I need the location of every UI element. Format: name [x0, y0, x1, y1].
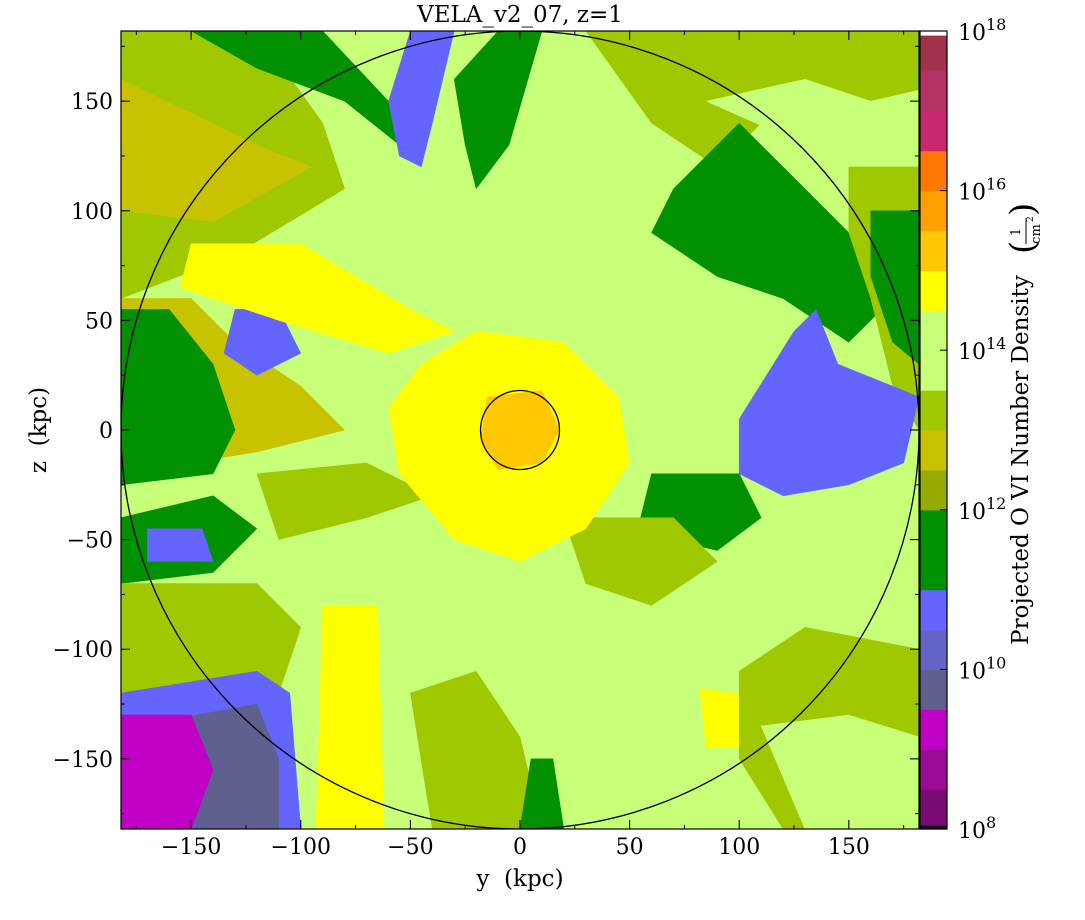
colorbar-tick-label: 1010: [958, 653, 1006, 684]
y-axis-label: z (kpc): [26, 387, 52, 473]
colorbar-band-4: [920, 669, 947, 710]
density-region-21: [121, 714, 214, 829]
colorbar: [920, 31, 947, 830]
chart-title: VELA_v2_07, z=1: [416, 2, 623, 28]
density-region-14: [121, 309, 236, 486]
colorbar-frame: [919, 30, 948, 830]
colorbar-band-7: [920, 549, 947, 591]
y-tick-label: 0: [99, 419, 113, 444]
colorbar-band-16: [920, 190, 947, 232]
density-region-7: [705, 78, 919, 190]
density-region-27: [563, 517, 718, 606]
y-tick-label: 100: [71, 200, 113, 225]
colorbar-band-14: [920, 270, 947, 311]
colorbar-band-12: [920, 350, 947, 391]
colorbar-tick-label: 1018: [958, 15, 1006, 46]
density-region-22: [315, 605, 385, 829]
colorbar-tick-label: 1016: [958, 175, 1006, 206]
density-region-5: [453, 31, 543, 190]
colorbar-band-19: [920, 70, 947, 112]
colorbar-band-21: [920, 31, 947, 36]
x-tick-label: 150: [828, 835, 870, 860]
heatmap-regions: [121, 31, 919, 829]
colorbar-band-0: [920, 825, 947, 830]
x-tick-label: 50: [616, 835, 644, 860]
colorbar-ticks: 108 1010 1012 1014 1016 1018: [940, 15, 1006, 844]
colorbar-unit-denominator: cm: [1029, 224, 1044, 244]
colorbar-band-10: [920, 430, 947, 471]
y-tick-label: 50: [85, 309, 113, 334]
density-region-2: [121, 78, 313, 222]
density-region-34: [760, 714, 919, 829]
y-tick-label: 150: [71, 90, 113, 115]
colorbar-band-8: [920, 509, 947, 551]
colorbar-tick-label: 1014: [958, 334, 1006, 365]
colorbar-tick-label: 1012: [958, 494, 1006, 525]
density-region-17: [147, 528, 214, 562]
x-tick-label: 0: [513, 835, 527, 860]
colorbar-band-3: [920, 709, 947, 750]
x-tick-label: −50: [387, 835, 433, 860]
galaxy-radius-circle: [479, 389, 561, 471]
colorbar-band-9: [920, 469, 947, 511]
y-tick-label: −50: [67, 529, 113, 554]
colorbar-unit-close-paren: ): [1003, 203, 1043, 216]
x-axis: −150 −100 −50 0 50 100 150: [135, 31, 905, 860]
x-tick-label: −150: [161, 835, 221, 860]
x-axis-label: y (kpc): [475, 866, 563, 892]
y-axis: −150 −100 −50 0 50 100 150: [53, 45, 919, 815]
density-region-11: [738, 308, 919, 497]
colorbar-band-15: [920, 230, 947, 271]
colorbar-band-17: [920, 150, 947, 192]
density-region-26: [256, 462, 433, 540]
colorbar-label: Projected O VI Number Density ( 1 cm 2 ): [1003, 203, 1044, 645]
colorbar-unit-open-paren: (: [1003, 241, 1043, 254]
x-tick-label: −100: [271, 835, 331, 860]
colorbar-band-1: [920, 789, 947, 826]
density-region-4: [388, 31, 455, 168]
reference-circles: [121, 31, 919, 829]
colorbar-band-5: [920, 629, 947, 670]
colorbar-unit-exponent: 2: [1026, 216, 1036, 222]
colorbar-band-18: [920, 110, 947, 152]
colorbar-label-text: Projected O VI Number Density: [1008, 275, 1034, 645]
colorbar-unit-numerator: 1: [1009, 228, 1024, 236]
colorbar-band-20: [920, 35, 947, 72]
colorbar-tick-label: 108: [958, 813, 996, 844]
x-tick-label: 100: [718, 835, 760, 860]
colorbar-band-2: [920, 749, 947, 790]
density-region-18: [121, 583, 302, 694]
density-region-8: [651, 122, 894, 343]
density-region-23: [179, 243, 455, 354]
y-tick-label: −100: [53, 638, 113, 663]
colorbar-band-11: [920, 390, 947, 431]
colorbar-band-13: [920, 310, 947, 351]
y-tick-label: −150: [53, 748, 113, 773]
density-region-25: [519, 758, 565, 829]
plot-area: [121, 31, 919, 829]
colorbar-band-6: [920, 589, 947, 631]
